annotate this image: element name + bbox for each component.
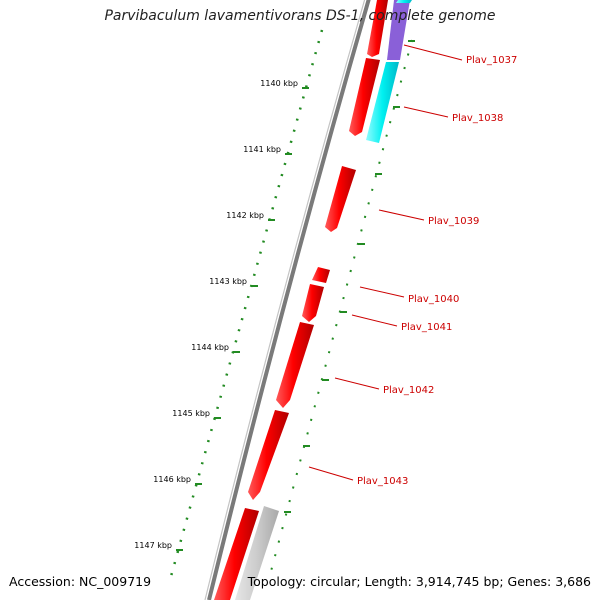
- leader-line: [308, 466, 354, 481]
- tick-label: 1146 kbp: [153, 475, 191, 484]
- tick-label: 1143 kbp: [209, 277, 247, 286]
- gene-labels: Plav_1037 Plav_1038 Plav_1039 Plav_1040 …: [308, 44, 517, 487]
- gene-label[interactable]: Plav_1039: [428, 216, 479, 227]
- gene-arrow[interactable]: [214, 508, 259, 600]
- cyan-feature[interactable]: [366, 62, 399, 143]
- cyan-feature[interactable]: [396, 0, 412, 3]
- accession-text: Accession: NC_009719: [9, 574, 152, 589]
- leader-line: [359, 286, 405, 298]
- gene-arrow[interactable]: [367, 0, 388, 57]
- gene-features: [214, 0, 412, 600]
- leader-line: [403, 106, 449, 118]
- tick-label: 1145 kbp: [172, 409, 210, 418]
- leader-line: [378, 209, 425, 221]
- gene-label[interactable]: Plav_1041: [401, 322, 452, 333]
- tick-label: 1147 kbp: [134, 541, 172, 550]
- gene-arrow[interactable]: [276, 322, 314, 408]
- gene-label[interactable]: Plav_1040: [408, 294, 459, 305]
- inner-dotted-ring: [269, 39, 413, 576]
- genome-stats: Topology: circular; Length: 3,914,745 bp…: [247, 574, 591, 589]
- gene-arrow[interactable]: [349, 58, 380, 136]
- gene-label[interactable]: Plav_1038: [452, 113, 503, 124]
- tick-label: 1142 kbp: [226, 211, 264, 220]
- leader-line: [334, 377, 380, 390]
- leader-line: [351, 314, 398, 327]
- grey-feature[interactable]: [235, 506, 279, 600]
- gene-label[interactable]: Plav_1042: [383, 385, 434, 396]
- gene-label[interactable]: Plav_1043: [357, 476, 408, 487]
- purple-feature[interactable]: [387, 0, 410, 60]
- tick-label: 1144 kbp: [191, 343, 229, 352]
- genome-backbone-highlight: [204, 0, 366, 600]
- tick-label: 1141 kbp: [243, 145, 281, 154]
- gene-arrow[interactable]: [302, 284, 324, 322]
- genome-backbone: [207, 0, 371, 600]
- leader-line: [403, 44, 463, 61]
- tick-label: 1140 kbp: [260, 79, 298, 88]
- gene-arrow[interactable]: [312, 267, 330, 283]
- tick-ring: [168, 29, 324, 581]
- gene-label[interactable]: Plav_1037: [466, 55, 517, 66]
- gene-arrow[interactable]: [325, 166, 356, 232]
- coordinate-ticks: 1140 kbp 1141 kbp 1142 kbp 1143 kbp 1144…: [134, 40, 415, 551]
- gene-arrow[interactable]: [248, 410, 289, 500]
- map-title: Parvibaculum lavamentivorans DS-1, compl…: [104, 8, 496, 24]
